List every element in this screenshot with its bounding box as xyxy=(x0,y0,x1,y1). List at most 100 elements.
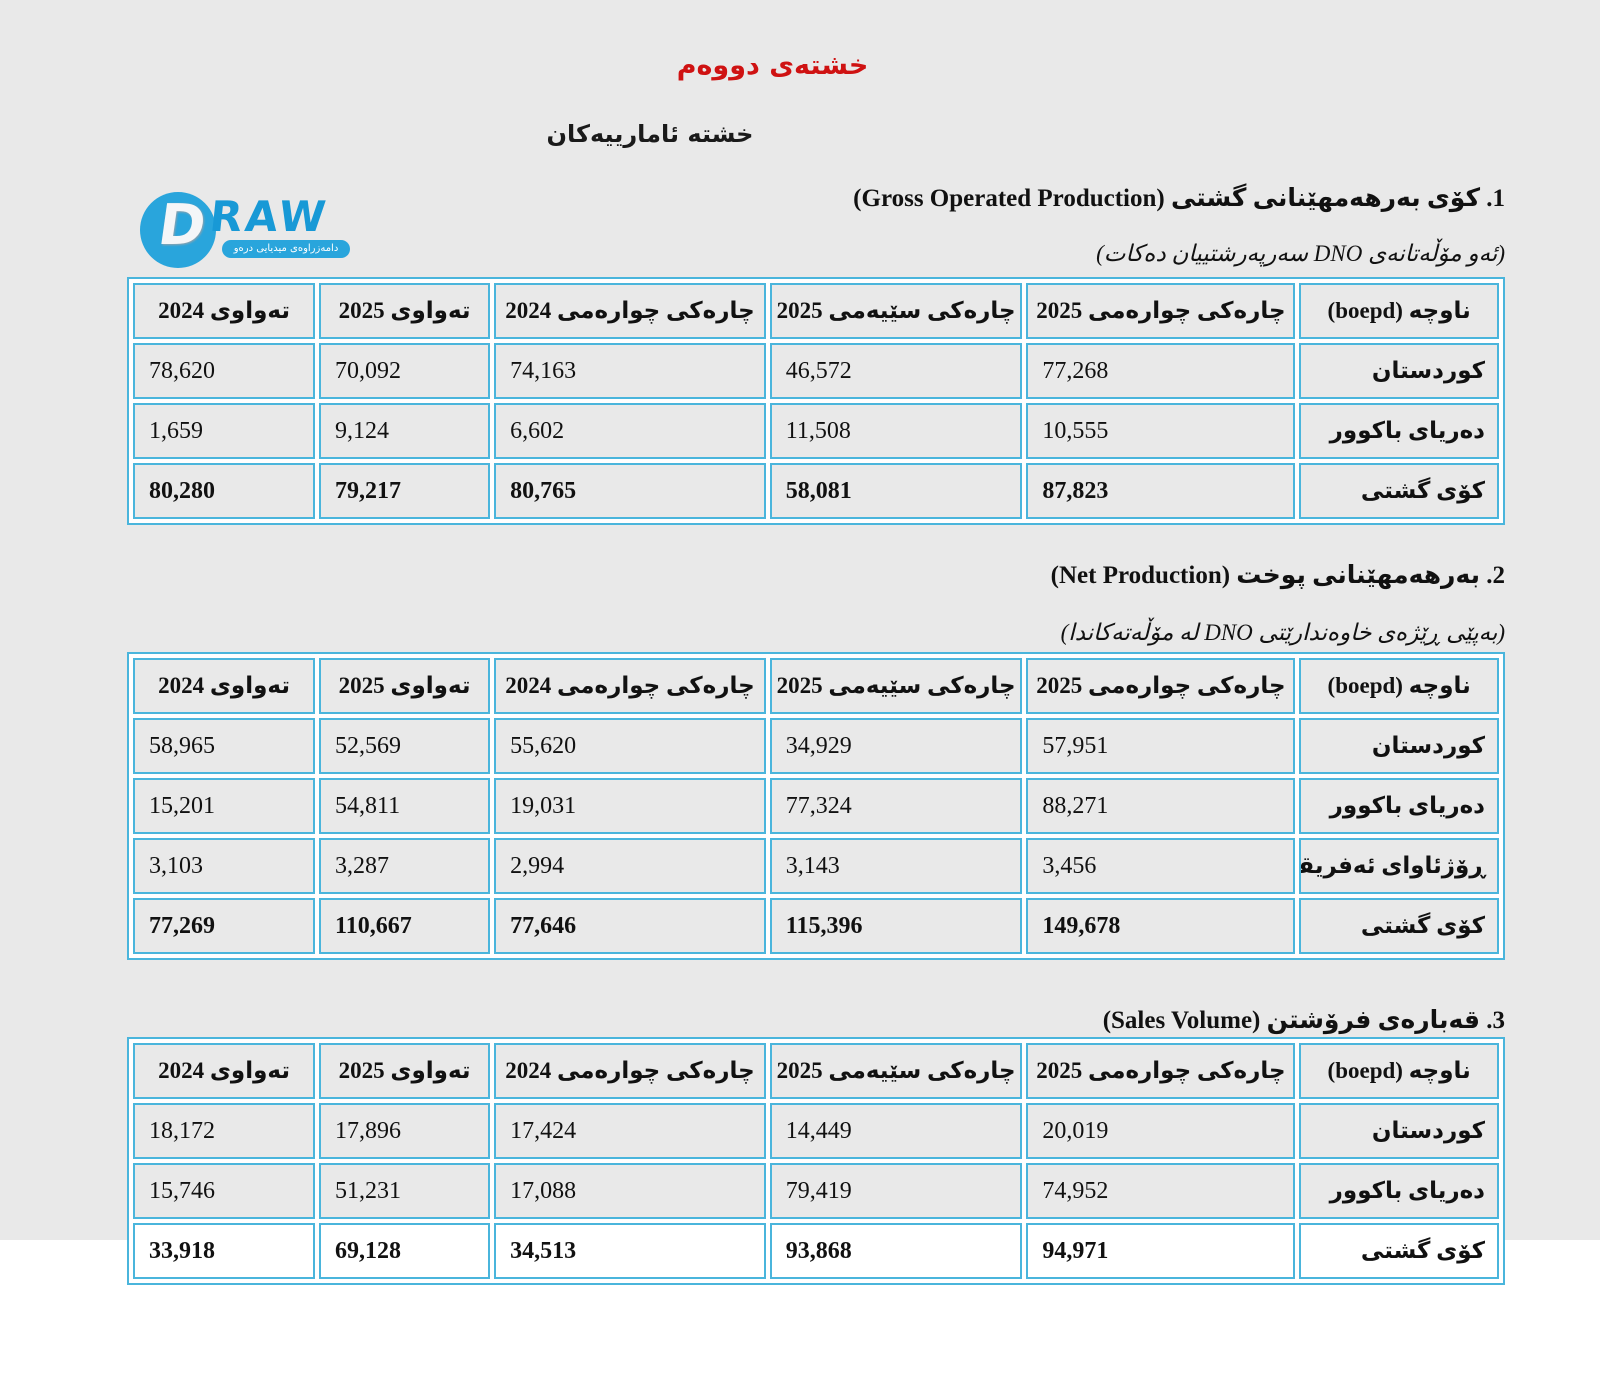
column-header: تەواوی 2025 xyxy=(319,658,491,714)
value-cell: 51,231 xyxy=(319,1163,491,1219)
value-cell: 9,124 xyxy=(319,403,491,459)
value-cell: 46,572 xyxy=(769,343,1023,399)
value-cell: 6,602 xyxy=(494,403,766,459)
table-row: دەریای باکوور 10,555 11,508 6,602 9,124 1,659 xyxy=(133,403,1499,459)
column-header: تەواوی 2024 xyxy=(133,658,316,714)
value-cell: 15,746 xyxy=(133,1163,316,1219)
value-cell: 14,449 xyxy=(769,1103,1023,1159)
value-cell: 18,172 xyxy=(133,1103,316,1159)
row-label: کۆی گشتی xyxy=(1299,1223,1499,1279)
value-cell: 78,620 xyxy=(133,343,316,399)
value-cell: 88,271 xyxy=(1026,778,1296,834)
column-header: چارەکی چوارەمی 2024 xyxy=(494,283,766,339)
value-cell: 115,396 xyxy=(769,898,1023,954)
value-cell: 3,287 xyxy=(319,838,491,894)
table-row: کوردستان 57,951 34,929 55,620 52,569 58,965 xyxy=(133,718,1499,774)
value-cell: 77,268 xyxy=(1026,343,1296,399)
column-header: چارەکی سێیەمی 2025 xyxy=(769,283,1023,339)
column-header: چارەکی چوارەمی 2024 xyxy=(494,658,766,714)
column-header: ناوچە (boepd) xyxy=(1299,658,1499,714)
value-cell: 10,555 xyxy=(1026,403,1296,459)
value-cell: 69,128 xyxy=(319,1223,491,1279)
row-label: کوردستان xyxy=(1299,1103,1499,1159)
value-cell: 17,088 xyxy=(494,1163,766,1219)
value-cell: 33,918 xyxy=(133,1223,316,1279)
value-cell: 34,929 xyxy=(769,718,1023,774)
logo-raw-text: RAW xyxy=(207,192,331,241)
value-cell: 77,269 xyxy=(133,898,316,954)
row-label: کۆی گشتی xyxy=(1299,463,1499,519)
value-cell: 1,659 xyxy=(133,403,316,459)
row-label: کوردستان xyxy=(1299,343,1499,399)
value-cell: 110,667 xyxy=(319,898,491,954)
row-label: دەریای باکوور xyxy=(1299,403,1499,459)
section-gross-production-note: (ئەو مۆڵەتانەی DNO سەرپەرشتییان دەکات) xyxy=(1096,241,1505,266)
value-cell: 2,994 xyxy=(494,838,766,894)
value-cell: 11,508 xyxy=(769,403,1023,459)
header-row: ناوچە (boepd) چارەکی چوارەمی 2025 چارەکی س… xyxy=(133,1043,1499,1099)
value-cell: 70,092 xyxy=(319,343,491,399)
table-row: کۆی گشتی 87,823 58,081 80,765 79,217 80,280 xyxy=(133,463,1499,519)
value-cell: 3,143 xyxy=(769,838,1023,894)
table-row: کوردستان 20,019 14,449 17,424 17,896 18,172 xyxy=(133,1103,1499,1159)
table-row: ڕۆژئاوای ئەفریقا 3,456 3,143 2,994 3,287 3,10… xyxy=(133,838,1499,894)
column-header: تەواوی 2024 xyxy=(133,283,316,339)
value-cell: 55,620 xyxy=(494,718,766,774)
value-cell: 80,765 xyxy=(494,463,766,519)
value-cell: 3,103 xyxy=(133,838,316,894)
value-cell: 87,823 xyxy=(1026,463,1296,519)
row-label: کۆی گشتی xyxy=(1299,898,1499,954)
gross-operated-production-table: ناوچە (boepd) چارەکی چوارەمی 2025 چارەکی س… xyxy=(127,277,1505,525)
table-row: کوردستان 77,268 46,572 74,163 70,092 78,620 xyxy=(133,343,1499,399)
column-header: چارەکی چوارەمی 2024 xyxy=(494,1043,766,1099)
row-label: کوردستان xyxy=(1299,718,1499,774)
value-cell: 17,896 xyxy=(319,1103,491,1159)
value-cell: 57,951 xyxy=(1026,718,1296,774)
column-header: تەواوی 2025 xyxy=(319,1043,491,1099)
net-production-table: ناوچە (boepd) چارەکی چوارەمی 2025 چارەکی س… xyxy=(127,652,1505,960)
column-header: چارەکی چوارەمی 2025 xyxy=(1026,283,1296,339)
value-cell: 74,163 xyxy=(494,343,766,399)
value-cell: 80,280 xyxy=(133,463,316,519)
section-net-production-note: (بەپێی ڕێژەی خاوەندارێتی DNO لە مۆڵەتەکا… xyxy=(1060,620,1505,645)
value-cell: 79,419 xyxy=(769,1163,1023,1219)
page-background xyxy=(0,0,1600,1240)
column-header: ناوچە (boepd) xyxy=(1299,1043,1499,1099)
row-label: ڕۆژئاوای ئەفریقا xyxy=(1299,838,1499,894)
value-cell: 34,513 xyxy=(494,1223,766,1279)
value-cell: 77,646 xyxy=(494,898,766,954)
page-subtitle: خشتە ئامارییەکان xyxy=(546,120,754,148)
row-label: دەریای باکوور xyxy=(1299,778,1499,834)
header-row: ناوچە (boepd) چارەکی چوارەمی 2025 چارەکی س… xyxy=(133,283,1499,339)
section-gross-production-heading: 1. کۆی بەرهەمهێنانی گشتی (Gross Operated… xyxy=(853,185,1505,212)
value-cell: 15,201 xyxy=(133,778,316,834)
section-net-production-heading: 2. بەرهەمهێنانی پوخت (Net Production) xyxy=(1050,562,1505,589)
table-row: کۆی گشتی 149,678 115,396 77,646 110,667 77,26… xyxy=(133,898,1499,954)
value-cell: 54,811 xyxy=(319,778,491,834)
column-header: چارەکی سێیەمی 2025 xyxy=(769,1043,1023,1099)
value-cell: 3,456 xyxy=(1026,838,1296,894)
value-cell: 58,965 xyxy=(133,718,316,774)
value-cell: 93,868 xyxy=(769,1223,1023,1279)
sales-volume-table: ناوچە (boepd) چارەکی چوارەمی 2025 چارەکی س… xyxy=(127,1037,1505,1285)
column-header: تەواوی 2024 xyxy=(133,1043,316,1099)
section-sales-volume-heading: 3. قەبارەی فرۆشتن (Sales Volume) xyxy=(1102,1007,1505,1034)
value-cell: 58,081 xyxy=(769,463,1023,519)
column-header: تەواوی 2025 xyxy=(319,283,491,339)
table-row: دەریای باکوور 88,271 77,324 19,031 54,811 15,… xyxy=(133,778,1499,834)
value-cell: 74,952 xyxy=(1026,1163,1296,1219)
column-header: چارەکی سێیەمی 2025 xyxy=(769,658,1023,714)
value-cell: 20,019 xyxy=(1026,1103,1296,1159)
page-title: خشتەی دووەم xyxy=(676,50,869,81)
draw-media-logo: D RAW دامەزراوەی میدیایی درەو xyxy=(140,188,350,272)
value-cell: 52,569 xyxy=(319,718,491,774)
table-row: دەریای باکوور 74,952 79,419 17,088 51,231 15,… xyxy=(133,1163,1499,1219)
column-header: چارەکی چوارەمی 2025 xyxy=(1026,658,1296,714)
value-cell: 94,971 xyxy=(1026,1223,1296,1279)
value-cell: 77,324 xyxy=(769,778,1023,834)
column-header: ناوچە (boepd) xyxy=(1299,283,1499,339)
header-row: ناوچە (boepd) چارەکی چوارەمی 2025 چارەکی س… xyxy=(133,658,1499,714)
table-row: کۆی گشتی 94,971 93,868 34,513 69,128 33,918 xyxy=(133,1223,1499,1279)
value-cell: 19,031 xyxy=(494,778,766,834)
logo-circle-icon xyxy=(140,192,216,268)
